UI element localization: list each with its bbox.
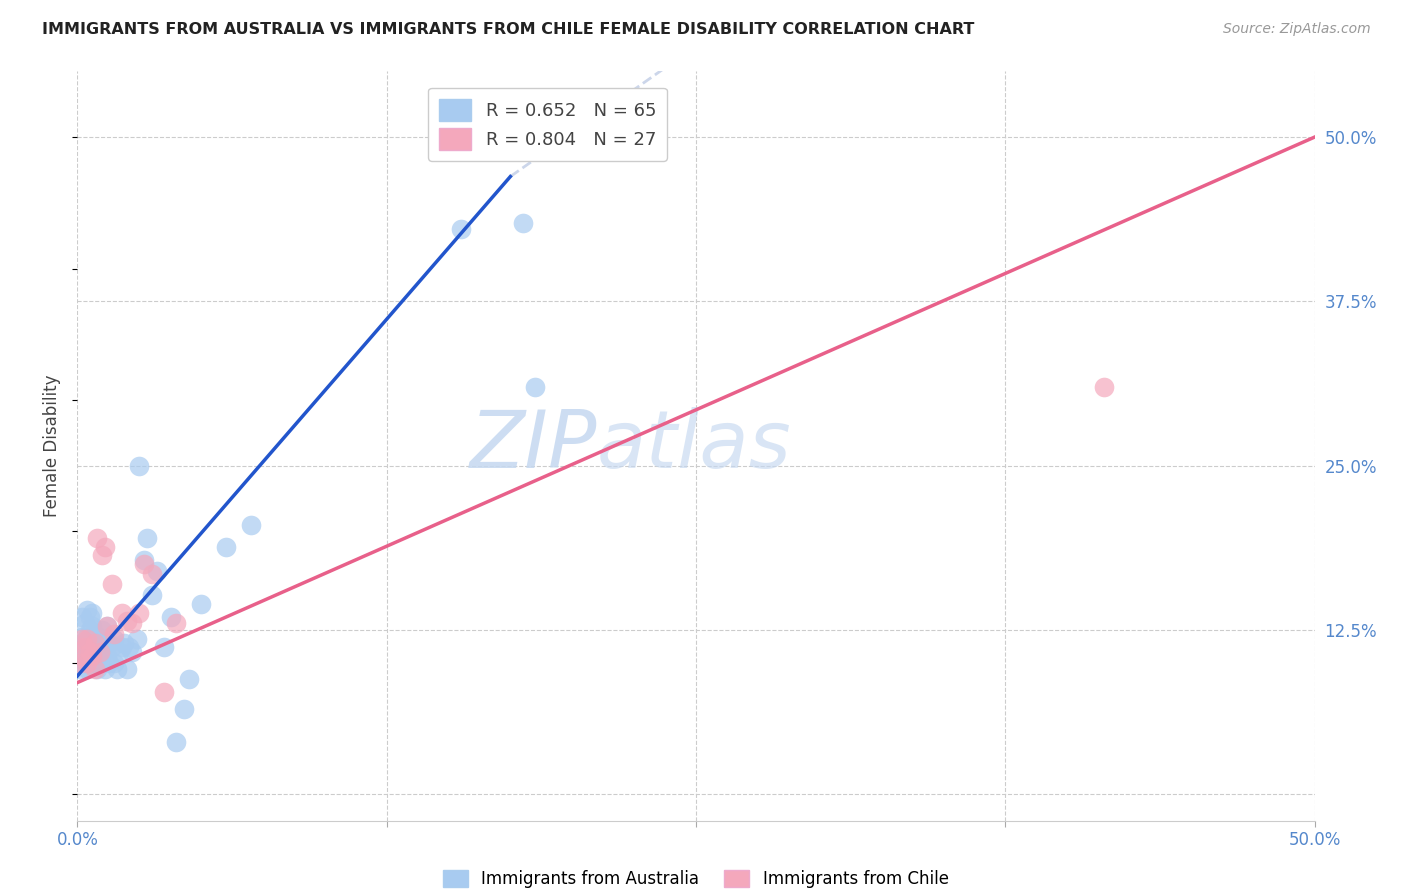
Point bbox=[93, 540, 115, 554]
Point bbox=[86, 663, 108, 677]
Point bbox=[165, 616, 187, 631]
Point bbox=[82, 606, 104, 620]
Point bbox=[72, 630, 94, 644]
Point bbox=[89, 645, 111, 659]
Point bbox=[512, 215, 534, 229]
Legend: Immigrants from Australia, Immigrants from Chile: Immigrants from Australia, Immigrants fr… bbox=[436, 863, 956, 892]
Point bbox=[79, 610, 101, 624]
Point bbox=[91, 548, 114, 562]
Point bbox=[79, 656, 101, 670]
Point bbox=[121, 616, 143, 631]
Point bbox=[118, 640, 141, 654]
Point bbox=[177, 672, 200, 686]
Point bbox=[72, 649, 94, 664]
Point bbox=[128, 458, 150, 473]
Point bbox=[89, 632, 111, 647]
Point bbox=[79, 645, 101, 659]
Point bbox=[1092, 380, 1115, 394]
Point bbox=[98, 636, 121, 650]
Point bbox=[76, 656, 98, 670]
Point bbox=[103, 627, 125, 641]
Point bbox=[76, 663, 98, 677]
Point bbox=[103, 632, 125, 647]
Point bbox=[141, 588, 163, 602]
Point bbox=[134, 558, 156, 572]
Point bbox=[215, 540, 238, 554]
Point bbox=[79, 640, 101, 654]
Point bbox=[125, 632, 148, 647]
Point bbox=[96, 619, 118, 633]
Point bbox=[86, 645, 108, 659]
Point bbox=[239, 517, 262, 532]
Point bbox=[69, 663, 91, 677]
Point bbox=[101, 577, 124, 591]
Point bbox=[134, 553, 156, 567]
Point bbox=[86, 632, 108, 647]
Point bbox=[105, 663, 128, 677]
Point bbox=[145, 564, 167, 578]
Y-axis label: Female Disability: Female Disability bbox=[44, 375, 62, 517]
Point bbox=[76, 632, 98, 647]
Point bbox=[111, 606, 134, 620]
Point bbox=[160, 610, 183, 624]
Point bbox=[82, 649, 104, 664]
Point bbox=[82, 649, 104, 664]
Point bbox=[72, 610, 94, 624]
Point bbox=[135, 531, 157, 545]
Point bbox=[76, 603, 98, 617]
Point bbox=[98, 656, 121, 670]
Point bbox=[69, 642, 91, 657]
Text: atlas: atlas bbox=[598, 407, 792, 485]
Point bbox=[115, 663, 138, 677]
Point bbox=[72, 632, 94, 647]
Point bbox=[83, 663, 105, 677]
Point bbox=[112, 636, 135, 650]
Point bbox=[89, 649, 111, 664]
Point bbox=[173, 702, 195, 716]
Point bbox=[72, 649, 94, 664]
Point bbox=[121, 645, 143, 659]
Text: Source: ZipAtlas.com: Source: ZipAtlas.com bbox=[1223, 22, 1371, 37]
Point bbox=[101, 640, 124, 654]
Point bbox=[153, 685, 176, 699]
Point bbox=[111, 640, 134, 654]
Point bbox=[76, 642, 98, 657]
Point bbox=[96, 619, 118, 633]
Point bbox=[76, 630, 98, 644]
Point bbox=[93, 632, 115, 647]
Point bbox=[73, 640, 96, 654]
Point bbox=[69, 656, 91, 670]
Point bbox=[128, 606, 150, 620]
Point bbox=[103, 656, 125, 670]
Text: ZIP: ZIP bbox=[470, 407, 598, 485]
Point bbox=[83, 636, 105, 650]
Point bbox=[79, 623, 101, 637]
Point bbox=[91, 656, 114, 670]
Point bbox=[93, 663, 115, 677]
Point bbox=[190, 597, 212, 611]
Point bbox=[83, 627, 105, 641]
Text: IMMIGRANTS FROM AUSTRALIA VS IMMIGRANTS FROM CHILE FEMALE DISABILITY CORRELATION: IMMIGRANTS FROM AUSTRALIA VS IMMIGRANTS … bbox=[42, 22, 974, 37]
Point bbox=[153, 640, 176, 654]
Point bbox=[83, 656, 105, 670]
Point bbox=[73, 616, 96, 631]
Point bbox=[82, 636, 104, 650]
Point bbox=[73, 656, 96, 670]
Point bbox=[108, 645, 131, 659]
Point bbox=[73, 636, 96, 650]
Point bbox=[79, 632, 101, 647]
Point bbox=[450, 222, 472, 236]
Point bbox=[115, 614, 138, 628]
Point bbox=[82, 619, 104, 633]
Point bbox=[91, 640, 114, 654]
Point bbox=[524, 380, 547, 394]
Point bbox=[91, 623, 114, 637]
Point bbox=[83, 640, 105, 654]
Point bbox=[165, 735, 187, 749]
Point bbox=[141, 566, 163, 581]
Point bbox=[96, 649, 118, 664]
Point bbox=[86, 531, 108, 545]
